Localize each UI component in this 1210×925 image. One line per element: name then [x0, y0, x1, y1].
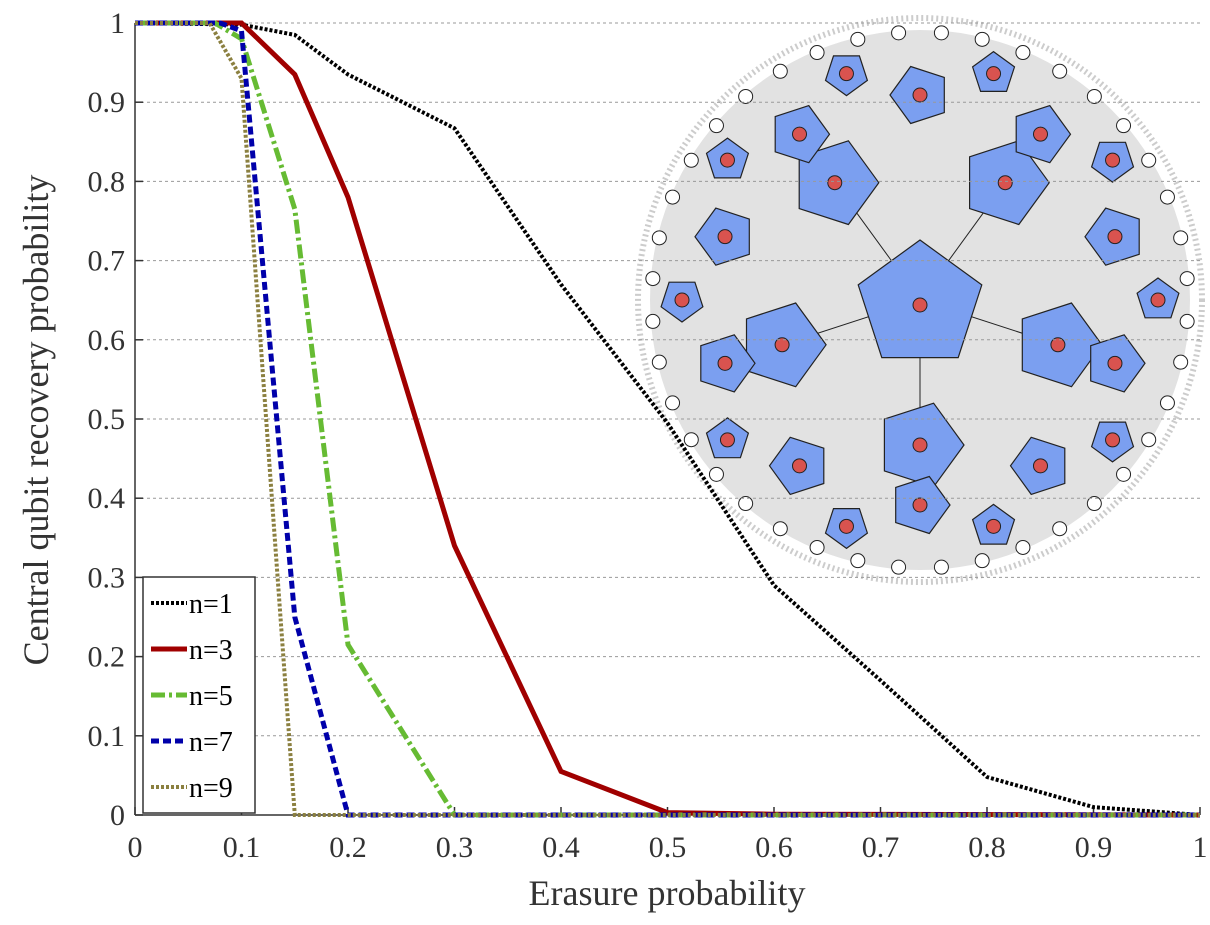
leaf [1052, 63, 1068, 79]
y-tick-label: 0 [110, 799, 125, 832]
qubit [827, 175, 843, 191]
leaf [772, 63, 788, 79]
qubit [1105, 152, 1121, 168]
qubit [986, 66, 1002, 82]
leaf [974, 553, 990, 569]
qubit [1150, 292, 1166, 308]
leaf [683, 432, 699, 448]
legend-label: n=7 [189, 727, 233, 758]
qubit [717, 229, 733, 245]
leaf [933, 25, 949, 41]
y-tick-label: 0.3 [88, 561, 126, 594]
qubit [674, 292, 690, 308]
leaf [665, 395, 681, 411]
leaf [1159, 189, 1175, 205]
y-tick-label: 0.5 [88, 403, 126, 436]
leaf [809, 45, 825, 61]
x-tick-label: 0.7 [862, 831, 900, 864]
x-tick-label: 0.6 [755, 831, 793, 864]
leaf [809, 539, 825, 555]
x-tick-label: 0.3 [436, 831, 474, 864]
qubit [1107, 355, 1123, 371]
qubit [912, 87, 928, 103]
leaf [708, 118, 724, 134]
leaf [1052, 521, 1068, 537]
x-tick-label: 0.5 [649, 831, 687, 864]
leaf [738, 88, 754, 104]
leaf [850, 31, 866, 47]
series-line [134, 21, 1201, 817]
leaf [1173, 354, 1189, 370]
x-tick-label: 0.4 [542, 831, 580, 864]
qubit [719, 152, 735, 168]
qubit [912, 437, 928, 453]
leaf [738, 496, 754, 512]
legend-label: n=5 [189, 681, 233, 712]
leaf [1159, 395, 1175, 411]
y-tick-label: 0.2 [88, 641, 126, 674]
y-axis-label: Central qubit recovery probability [16, 175, 56, 666]
legend-label: n=3 [189, 635, 233, 666]
leaf [665, 189, 681, 205]
x-tick-label: 0.9 [1075, 831, 1113, 864]
qubit [774, 337, 790, 353]
legend-label: n=1 [189, 589, 233, 620]
qubit [838, 66, 854, 82]
leaf [651, 354, 667, 370]
leaf [1141, 432, 1157, 448]
qubit [838, 518, 854, 534]
qubit [997, 175, 1013, 191]
leaf [645, 313, 661, 329]
leaf [891, 559, 907, 575]
leaf [1015, 45, 1031, 61]
leaf [708, 466, 724, 482]
qubit [1107, 229, 1123, 245]
leaf [891, 25, 907, 41]
qubit [1032, 126, 1048, 142]
y-tick-label: 0.6 [88, 324, 126, 357]
y-tick-label: 0.9 [88, 86, 126, 119]
x-tick-label: 0.8 [968, 831, 1006, 864]
leaf [1116, 118, 1132, 134]
leaf [1179, 313, 1195, 329]
x-axis-label: Erasure probability [529, 873, 806, 913]
y-tick-label: 0.1 [88, 720, 126, 753]
qubit [1105, 432, 1121, 448]
series-line [135, 20, 1200, 818]
qubit [717, 355, 733, 371]
x-tick-label: 1 [1193, 831, 1208, 864]
qubit [792, 458, 808, 474]
leaf [1179, 271, 1195, 287]
leaf [850, 553, 866, 569]
legend-label: n=9 [189, 773, 233, 804]
leaf [772, 521, 788, 537]
y-tick-label: 0.7 [88, 245, 126, 278]
y-tick-label: 1 [110, 7, 125, 40]
leaf [1086, 88, 1102, 104]
leaf [651, 230, 667, 246]
leaf [974, 31, 990, 47]
x-tick-label: 0.1 [223, 831, 261, 864]
leaf [645, 271, 661, 287]
y-tick-label: 0.8 [88, 165, 126, 198]
leaf [683, 152, 699, 168]
leaf [1141, 152, 1157, 168]
y-tick-label: 0.4 [88, 482, 126, 515]
qubit [912, 297, 928, 313]
qubit [1050, 337, 1066, 353]
x-tick-label: 0.2 [329, 831, 367, 864]
qubit [986, 518, 1002, 534]
leaf [1086, 496, 1102, 512]
leaf [1116, 466, 1132, 482]
qubit [912, 497, 928, 513]
qubit [1032, 458, 1048, 474]
leaf [1015, 539, 1031, 555]
leaf [1173, 230, 1189, 246]
x-tick-label: 0 [128, 831, 143, 864]
inset-diagram [635, 15, 1205, 585]
qubit [792, 126, 808, 142]
qubit [719, 432, 735, 448]
leaf [933, 559, 949, 575]
